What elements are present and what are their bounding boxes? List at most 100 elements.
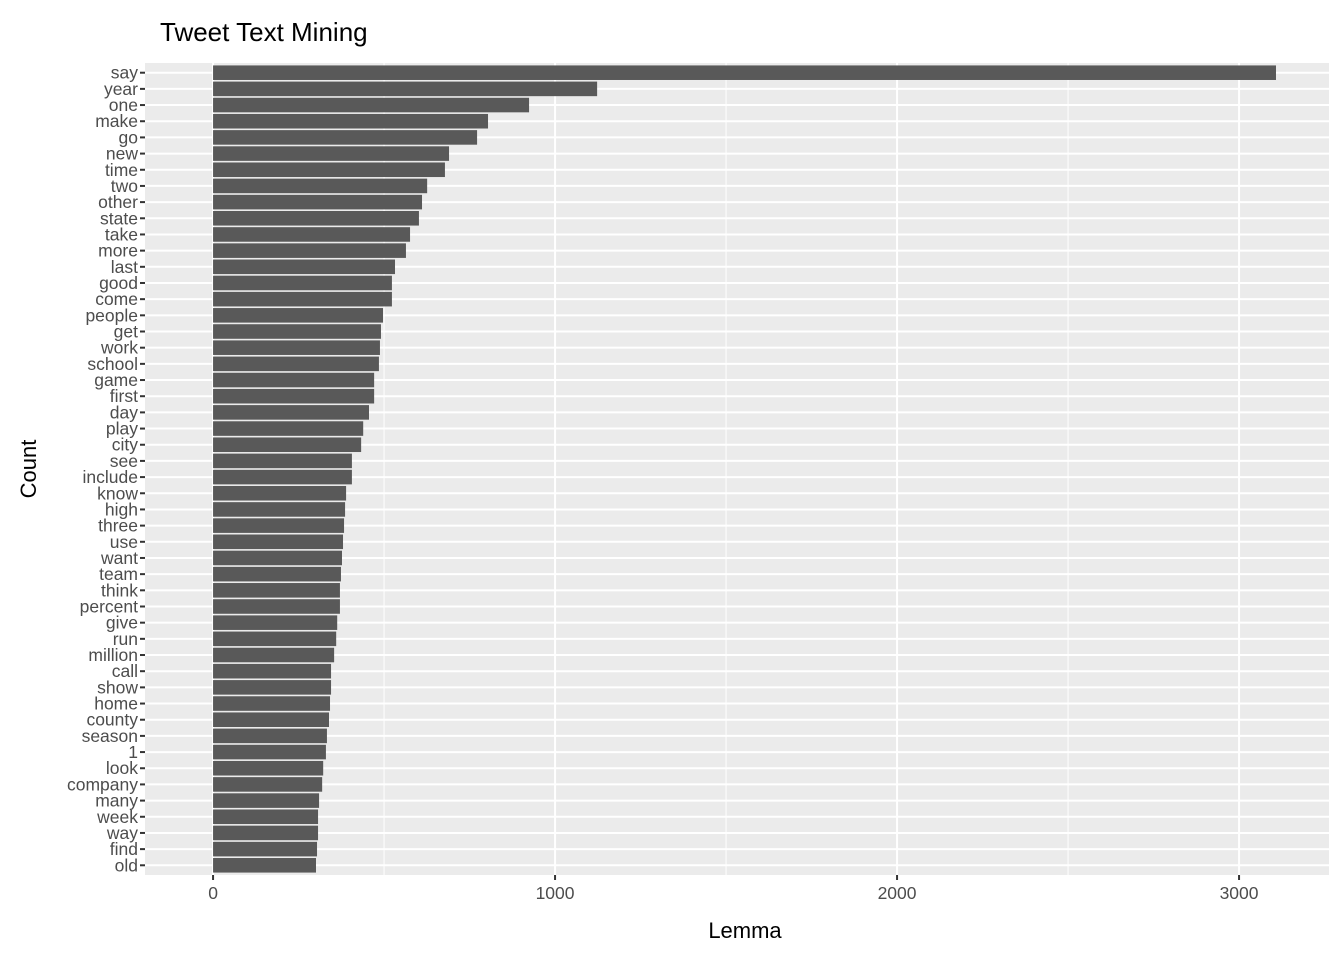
y-tick-label: county [86, 710, 138, 730]
y-tick-label: play [106, 419, 138, 439]
y-tick-label: use [110, 532, 138, 552]
bar-want [213, 550, 342, 566]
y-tick-label: more [98, 241, 138, 261]
bar-think [213, 583, 340, 598]
y-tick-label: week [96, 807, 138, 827]
y-tick-label: see [110, 451, 138, 471]
bar-other [213, 194, 423, 210]
bar-get [213, 324, 381, 339]
bar-million [213, 647, 335, 663]
bar-more [213, 243, 406, 258]
bar-team [213, 566, 341, 582]
bar-use [213, 534, 344, 550]
y-tick-label: give [106, 613, 138, 633]
bar-give [213, 615, 338, 630]
bar-find [213, 841, 318, 857]
y-tick-label: million [88, 645, 138, 665]
bar-see [213, 453, 352, 469]
bar-year [213, 81, 598, 97]
y-tick-label: game [94, 370, 138, 390]
bar-county [213, 712, 329, 727]
bar-day [213, 405, 370, 420]
y-axis-title: Count [16, 440, 41, 499]
x-axis-title: Lemma [708, 918, 782, 943]
y-tick-label: 1 [128, 742, 138, 762]
bar-go [213, 130, 478, 145]
y-tick-label: season [82, 726, 138, 746]
bar-time [213, 162, 445, 178]
y-tick-label: day [110, 402, 138, 422]
chart-title: Tweet Text Mining [160, 17, 368, 47]
bar-home [213, 696, 331, 711]
y-tick-label: three [98, 516, 138, 536]
bar-first [213, 388, 375, 404]
y-tick-label: work [100, 338, 138, 358]
y-tick-label: city [112, 435, 139, 455]
y-tick-label: come [95, 289, 138, 309]
bar-many [213, 793, 320, 808]
y-tick-label: school [87, 354, 138, 374]
y-tick-label: know [97, 483, 138, 503]
bar-percent [213, 599, 340, 614]
y-tick-label: think [101, 580, 138, 600]
bar-call [213, 663, 332, 679]
y-tick-label: company [67, 774, 138, 794]
bar-new [213, 146, 450, 161]
bar-two [213, 178, 428, 194]
bar-run [213, 631, 337, 647]
bar-old [213, 858, 316, 873]
bar-say [213, 65, 1276, 80]
x-tick-label: 1000 [536, 883, 575, 903]
y-tick-label: many [95, 791, 138, 811]
y-tick-label: year [104, 79, 138, 99]
bar-state [213, 211, 419, 226]
y-tick-label: people [85, 305, 138, 325]
bar-school [213, 356, 379, 372]
x-tick-label: 3000 [1220, 883, 1259, 903]
y-tick-label: run [113, 629, 138, 649]
bar-take [213, 227, 411, 242]
bar-three [213, 518, 345, 533]
y-tick-label: new [106, 144, 138, 164]
y-tick-label: make [95, 111, 138, 131]
y-tick-label: look [106, 758, 138, 778]
bar-game [213, 372, 375, 388]
bar-high [213, 502, 346, 517]
bar-include [213, 469, 352, 485]
y-tick-label: go [119, 127, 138, 147]
y-tick-label: time [105, 160, 138, 180]
bar-good [213, 275, 392, 291]
y-tick-label: state [100, 208, 138, 228]
bar-people [213, 308, 384, 323]
bar-one [213, 97, 530, 113]
bar-make [213, 113, 489, 129]
bar-last [213, 259, 396, 275]
y-tick-label: way [106, 823, 138, 843]
bar-way [213, 825, 319, 841]
y-tick-label: include [83, 467, 138, 487]
bar-week [213, 809, 319, 825]
y-tick-label: percent [80, 596, 139, 616]
y-tick-label: get [114, 322, 138, 342]
bar-come [213, 291, 392, 307]
y-tick-label: other [98, 192, 138, 212]
y-tick-label: last [111, 257, 138, 277]
y-tick-label: home [94, 694, 138, 714]
y-tick-label: want [100, 548, 138, 568]
bar-show [213, 680, 332, 695]
bar-know [213, 485, 347, 501]
bar-work [213, 340, 380, 355]
y-tick-label: first [110, 386, 138, 406]
y-tick-label: one [109, 95, 138, 115]
y-tick-label: show [97, 677, 138, 697]
x-tick-label: 0 [208, 883, 218, 903]
bar-city [213, 437, 362, 453]
bar-look [213, 760, 324, 776]
y-tick-label: team [99, 564, 138, 584]
y-tick-label: two [111, 176, 138, 196]
bar-1 [213, 744, 326, 760]
bar-company [213, 777, 323, 792]
y-tick-label: take [105, 224, 138, 244]
y-tick-label: good [99, 273, 138, 293]
